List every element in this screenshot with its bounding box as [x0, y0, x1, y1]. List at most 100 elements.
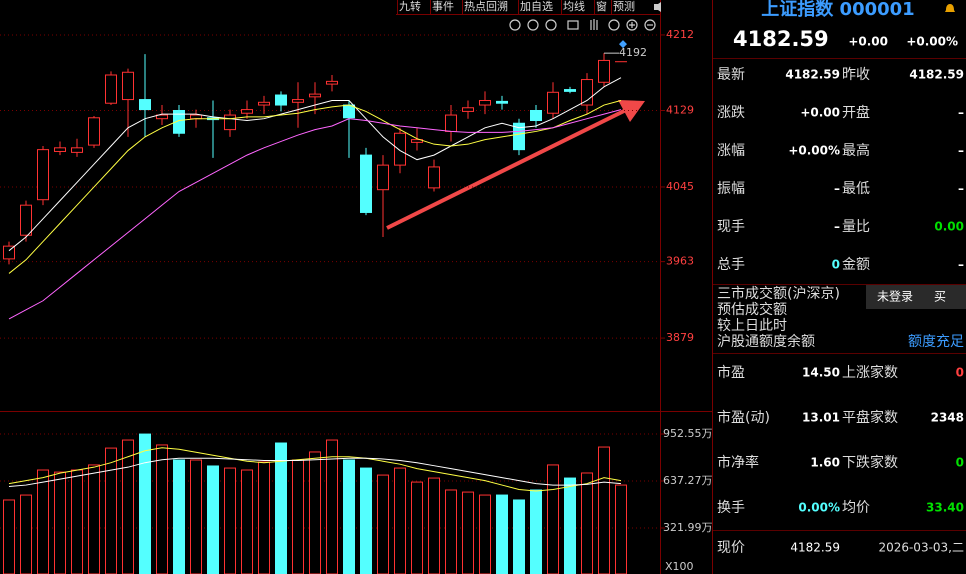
volume-bar [224, 467, 236, 574]
stat-value: 0.00% [798, 501, 840, 515]
icon-zoom-out[interactable] [644, 19, 656, 31]
y-tick-label: 4212 [666, 28, 694, 41]
icon-speaker[interactable] [654, 2, 661, 12]
candle-body [377, 164, 389, 191]
candle-body [598, 59, 610, 83]
trend-arrow [386, 106, 631, 230]
volume-bar [428, 477, 440, 574]
quote-value: – [958, 258, 964, 272]
candle-body [496, 100, 508, 104]
toolbar-button[interactable]: 加自选 [520, 0, 553, 13]
volume-bar [445, 489, 457, 574]
icon-zoom-in[interactable] [626, 19, 638, 31]
volume-bar [190, 459, 202, 574]
candle-body [513, 122, 525, 151]
high-label: 4192 [619, 46, 647, 59]
icon-search[interactable] [527, 19, 539, 31]
candle-body [462, 107, 474, 112]
candle-body [581, 79, 593, 106]
quote-label: 最新 [717, 67, 745, 83]
candle-body [190, 114, 202, 120]
icon-info[interactable] [509, 19, 521, 31]
toolbar-button[interactable]: 预测 [613, 0, 635, 13]
trend-arrow-head [618, 100, 645, 122]
icon-bell[interactable] [945, 4, 955, 12]
volume-bar [547, 464, 559, 574]
turnover-label: 预估成交额 [717, 301, 787, 318]
volume-bar [71, 469, 83, 574]
candle-body [445, 114, 457, 132]
toolbar-button[interactable]: 窗 [596, 0, 607, 13]
icon-gear[interactable] [608, 19, 620, 31]
volume-average [8, 447, 622, 492]
toolbar-button[interactable]: 事件 [432, 0, 454, 13]
stat-value: 1.60 [810, 456, 840, 470]
stat-value: 0 [956, 456, 964, 470]
candle-body [258, 101, 270, 106]
volume-bar [377, 474, 389, 574]
panel-title: 上证指数 000001 [761, 0, 914, 20]
candle-body [241, 109, 253, 114]
candle-body [71, 147, 83, 153]
toolbar-button[interactable]: 热点回溯 [464, 0, 508, 13]
quote-value: – [958, 106, 964, 120]
candle-body [105, 74, 117, 104]
quote-value: +0.00% [788, 144, 840, 158]
stat-value: 13.01 [802, 411, 840, 425]
turnover-label: 三市成交额(沪深京) [717, 285, 840, 302]
quote-value: – [958, 182, 964, 196]
volume-bar [139, 433, 151, 574]
y-tick-label: 952.55万 [663, 427, 713, 440]
stat-label: 平盘家数 [842, 409, 898, 426]
login-button[interactable]: 未登录 [877, 289, 913, 304]
quote-value: – [834, 182, 840, 196]
quote-value: – [958, 144, 964, 158]
toolbar-button[interactable]: 九转 [399, 0, 421, 13]
candle-body [173, 109, 185, 134]
volume-bar [54, 471, 66, 574]
icon-eye[interactable] [545, 19, 557, 31]
toolbar-button [397, 0, 398, 14]
quote-label: 最低 [842, 181, 870, 197]
y-tick-label: 4129 [666, 103, 694, 116]
stat-label: 上涨家数 [842, 364, 898, 381]
volume-bar [496, 494, 508, 574]
stat-label: 市净率 [717, 454, 759, 471]
volume-bar [37, 469, 49, 574]
buy-button[interactable]: 买 [934, 290, 946, 304]
volume-average [8, 457, 622, 488]
volume-bar [343, 459, 355, 574]
candle-body [309, 93, 321, 98]
candle-body [37, 149, 49, 201]
icon-lock[interactable] [567, 20, 579, 30]
candle-body [564, 89, 576, 92]
quote-label: 现手 [717, 219, 745, 235]
quote-label: 开盘 [842, 104, 870, 121]
candle-body [20, 204, 32, 236]
toolbar-icons[interactable] [509, 19, 656, 31]
stat-value: 14.50 [802, 366, 840, 380]
candle-body [547, 91, 559, 114]
icon-hand[interactable] [590, 19, 598, 30]
volume-bar [615, 484, 627, 574]
volume-bar [20, 494, 32, 574]
volume-bar [326, 439, 338, 574]
candle-body [88, 117, 100, 146]
volume-bar [581, 472, 593, 574]
moving-average [8, 109, 622, 320]
current-price: 4182.59 [790, 541, 840, 555]
candle-body [224, 114, 236, 131]
volume-bar [292, 459, 304, 574]
volume-bar [88, 464, 100, 574]
panel-change: +0.00 [848, 35, 888, 49]
candle-body [428, 166, 440, 189]
toolbar-button[interactable]: 均线 [563, 0, 585, 13]
login-bar [866, 285, 966, 309]
volume-bar [394, 467, 406, 574]
panel-change-pct: +0.00% [906, 35, 958, 49]
current-date: 2026-03-03,二 [878, 541, 964, 555]
volume-bar [3, 499, 15, 574]
volume-bar [411, 481, 423, 574]
quote-value: 0.00 [934, 220, 964, 234]
